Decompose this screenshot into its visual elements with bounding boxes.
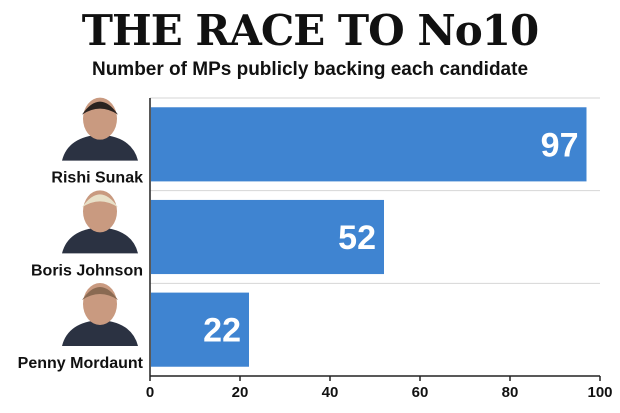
category-label: Penny Mordaunt [18,355,144,372]
chart-subtitle: Number of MPs publicly backing each cand… [91,59,529,80]
candidate-photo [62,190,138,254]
category-label: Rishi Sunak [51,170,143,187]
x-tick-label: 100 [587,384,612,401]
candidate-photo [62,97,138,161]
data-label: 97 [541,126,579,164]
data-label: 22 [203,312,241,350]
chart-title: THE RACE TO No10 [81,6,539,55]
candidate-photo [62,283,138,346]
bar [151,199,384,275]
bar [151,292,249,367]
data-label: 52 [338,219,376,257]
x-tick-label: 60 [412,384,429,401]
x-tick-label: 20 [232,384,249,401]
category-label: Boris Johnson [31,262,143,279]
x-tick-label: 0 [146,384,154,401]
bar [151,107,587,182]
x-tick-label: 40 [322,384,339,401]
x-tick-label: 80 [502,384,519,401]
